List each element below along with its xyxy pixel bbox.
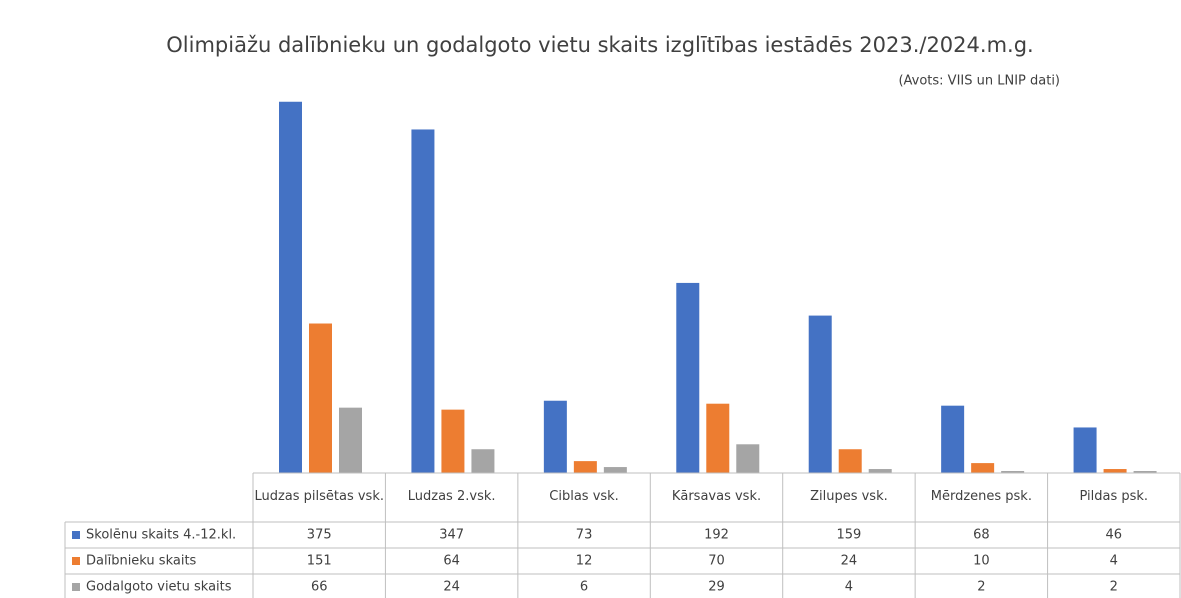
bar: [1103, 469, 1127, 473]
bar: [309, 323, 332, 473]
table-value: 29: [708, 580, 725, 595]
category-cell: Ludzas 2.vsk.: [407, 489, 496, 505]
bar: [441, 409, 465, 473]
bar: [941, 405, 965, 473]
table-value: 151: [307, 554, 332, 569]
category-cell: Kārsavas vsk.: [671, 489, 762, 505]
x-tick-label: Zilupes vsk.: [810, 489, 888, 505]
legend-key: [72, 583, 80, 591]
x-tick-label: Ludzas 2.vsk.: [407, 489, 496, 505]
chart-subtitle: (Avots: VIIS un LNIP dati): [898, 74, 1060, 89]
x-tick-label: Mērdzenes psk.: [930, 489, 1032, 505]
bar: [1133, 471, 1157, 473]
table-value: 10: [973, 554, 990, 569]
table-value: 24: [841, 554, 858, 569]
table-value: 12: [576, 554, 593, 569]
chart-title: Olimpiāžu dalībnieku un godalgoto vietu …: [166, 33, 1033, 57]
category-cell: Ciblas vsk.: [549, 489, 619, 505]
bar: [676, 282, 700, 473]
x-tick-label: Pildas psk.: [1079, 489, 1149, 505]
table-value: 73: [576, 528, 593, 543]
bar: [573, 461, 597, 473]
category-cell: Ludzas pilsētas vsk.: [254, 489, 384, 505]
table-value: 375: [307, 528, 332, 543]
bar: [603, 467, 627, 473]
category-cell: Pildas psk.: [1079, 489, 1149, 505]
table-value: 70: [708, 554, 725, 569]
legend-label: Godalgoto vietu skaits: [86, 580, 232, 595]
legend-label: Skolēnu skaits 4.-12.kl.: [86, 528, 236, 543]
table-value: 24: [443, 580, 460, 595]
x-tick-label: Kārsavas vsk.: [671, 489, 762, 505]
bar: [1001, 471, 1025, 473]
bar: [838, 449, 862, 473]
table-value: 64: [443, 554, 460, 569]
table-value: 2: [1110, 580, 1118, 595]
bar: [339, 407, 362, 473]
table-value: 347: [439, 528, 464, 543]
table-value: 159: [837, 528, 862, 543]
table-value: 66: [311, 580, 328, 595]
legend-label: Dalībnieku skaits: [86, 554, 197, 569]
bar: [971, 463, 995, 473]
bar: [868, 469, 892, 473]
table-value: 192: [704, 528, 729, 543]
legend-key: [72, 531, 80, 539]
category-cell: Zilupes vsk.: [810, 489, 888, 505]
bar: [411, 129, 435, 473]
bar: [471, 449, 495, 473]
bar: [543, 400, 567, 473]
table-value: 4: [845, 580, 853, 595]
category-cell: Mērdzenes psk.: [930, 489, 1032, 505]
table-value: 2: [977, 580, 985, 595]
legend-key: [72, 557, 80, 565]
table-value: 6: [580, 580, 588, 595]
bar: [1073, 427, 1097, 473]
x-tick-label: Ciblas vsk.: [549, 489, 619, 505]
table-value: 68: [973, 528, 990, 543]
x-tick-label: Ludzas pilsētas vsk.: [254, 489, 384, 505]
table-value: 4: [1110, 554, 1118, 569]
bar: [706, 403, 730, 473]
bar: [279, 101, 302, 473]
table-value: 46: [1106, 528, 1123, 543]
bar: [736, 444, 760, 473]
bar: [808, 315, 832, 473]
